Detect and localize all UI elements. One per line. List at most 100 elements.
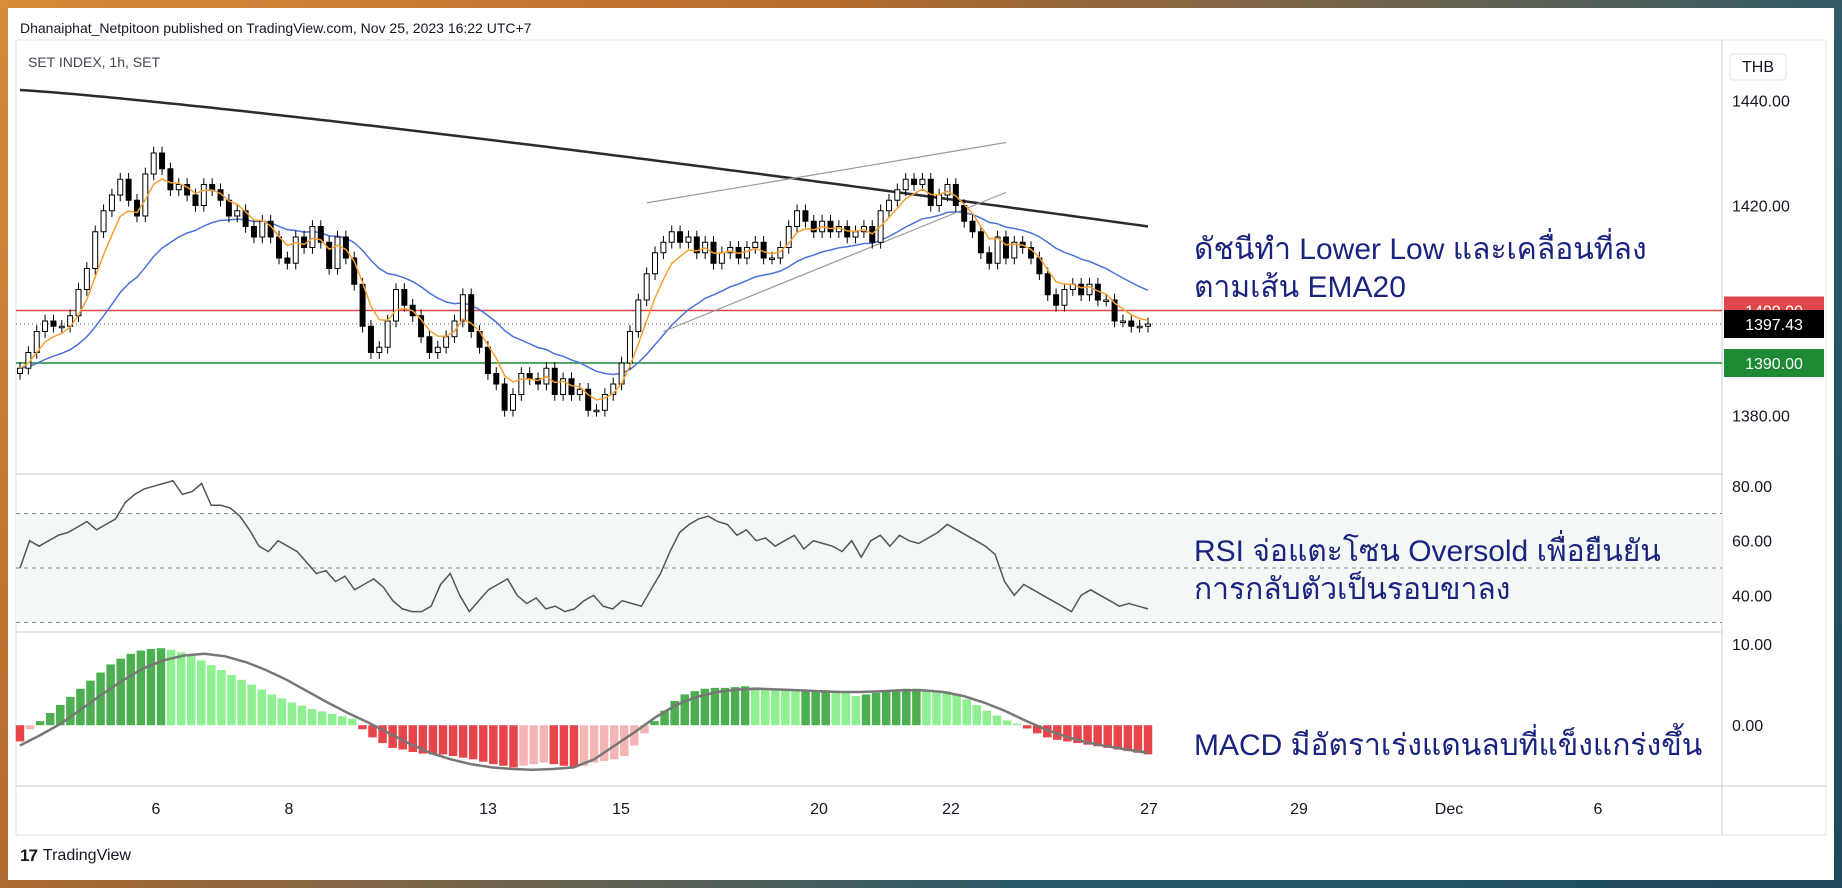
candle <box>209 184 216 191</box>
macd-bar <box>902 688 911 726</box>
macd-bar <box>479 725 488 762</box>
candle <box>484 346 491 374</box>
macd-bar <box>942 691 951 726</box>
macd-bar <box>912 688 921 726</box>
candle <box>434 346 441 353</box>
candle <box>334 236 341 269</box>
chart-canvas[interactable]: SET INDEX, 1h, SET THB 1400.001390.00139… <box>8 8 1834 880</box>
macd-bar <box>418 725 428 754</box>
time-tick-label: 29 <box>1290 801 1308 818</box>
macd-bar <box>197 660 206 726</box>
candle <box>969 220 976 233</box>
time-tick-label: 13 <box>479 801 497 818</box>
candle <box>393 289 399 322</box>
candle <box>810 220 817 233</box>
candle <box>117 178 124 196</box>
published-by-text: Dhanaiphat_Netpitoon published on Tradin… <box>20 20 532 36</box>
candle <box>150 152 157 175</box>
candle <box>17 367 23 374</box>
macd-bar <box>650 721 659 726</box>
currency-box[interactable] <box>1729 53 1787 81</box>
candle <box>384 320 391 348</box>
candle <box>660 241 667 254</box>
channel-upper-line <box>646 141 1007 204</box>
macd-bar <box>136 650 146 726</box>
macd-bar <box>700 688 710 726</box>
macd-bar <box>217 670 226 726</box>
macd-bar <box>398 725 407 750</box>
candle <box>986 252 993 264</box>
candle <box>367 325 374 353</box>
macd-bar <box>338 716 347 726</box>
macd-bar <box>428 725 438 755</box>
candle <box>668 231 675 243</box>
candle <box>911 178 918 185</box>
rsi-band <box>16 513 1722 623</box>
candle <box>133 199 140 217</box>
time-tick-label: 6 <box>1594 801 1603 818</box>
macd-bar <box>348 718 357 726</box>
macd-bar <box>287 702 297 726</box>
candle <box>927 178 934 206</box>
ema200-line <box>19 88 1149 228</box>
candle <box>601 394 608 411</box>
macd-bar <box>45 713 55 726</box>
macd-bar <box>1073 725 1082 744</box>
candle <box>292 236 299 264</box>
macd-bar <box>448 725 458 757</box>
macd-bar <box>660 710 669 726</box>
rsi-tick-label: 80.00 <box>1732 479 1772 496</box>
macd-bar <box>962 699 971 726</box>
macd-bar <box>750 687 760 726</box>
macd-bar <box>549 725 559 765</box>
macd-bar <box>1002 720 1012 726</box>
candle <box>1111 299 1118 322</box>
macd-bar <box>1143 725 1153 755</box>
candle <box>593 409 600 413</box>
candle <box>92 231 99 269</box>
macd-tick-label: 0.00 <box>1732 718 1763 735</box>
macd-bar <box>922 689 931 726</box>
macd-bar <box>831 691 841 726</box>
macd-bar <box>801 690 810 726</box>
price-annotation-line1: ดัชนีทำ Lower Low และเคลื่อนที่ลง <box>1194 228 1647 266</box>
candle <box>175 184 182 191</box>
candle <box>626 331 633 364</box>
macd-bar <box>499 725 508 766</box>
candle <box>743 247 750 259</box>
candle <box>401 289 408 306</box>
macd-bar <box>106 664 115 726</box>
time-tick-label: 27 <box>1140 801 1158 818</box>
candle <box>794 210 801 227</box>
candle <box>718 252 725 264</box>
candle <box>1128 320 1135 327</box>
support-price-label: 1390.00 <box>1745 356 1803 373</box>
macd-bar <box>358 725 367 730</box>
candle <box>1011 241 1018 259</box>
candle <box>576 388 583 395</box>
macd-bar <box>509 725 518 768</box>
candle <box>994 236 1001 264</box>
tradingview-logo[interactable]: 17 TradingView <box>20 846 131 866</box>
candle <box>509 394 516 411</box>
macd-bar <box>458 725 468 758</box>
rsi-annotation-line2: การกลับตัวเป็นรอบขาลง <box>1194 570 1510 606</box>
macd-bar <box>1063 725 1072 742</box>
macd-bar <box>1103 725 1112 748</box>
candle <box>1119 320 1126 323</box>
time-tick-label: 20 <box>810 801 828 818</box>
channel-lower-line <box>663 191 1007 333</box>
candle <box>250 226 257 238</box>
candle <box>944 184 951 196</box>
macd-bar <box>589 725 599 763</box>
candle <box>1136 325 1143 329</box>
macd-bar <box>851 696 861 726</box>
support-price-tag <box>1724 349 1824 377</box>
macd-bar <box>932 690 941 726</box>
time-tick-label: 22 <box>942 801 960 818</box>
candle <box>125 178 132 201</box>
candle <box>894 189 901 201</box>
macd-bar <box>519 725 528 766</box>
macd-bar <box>781 689 790 726</box>
macd-bar <box>1083 725 1092 745</box>
